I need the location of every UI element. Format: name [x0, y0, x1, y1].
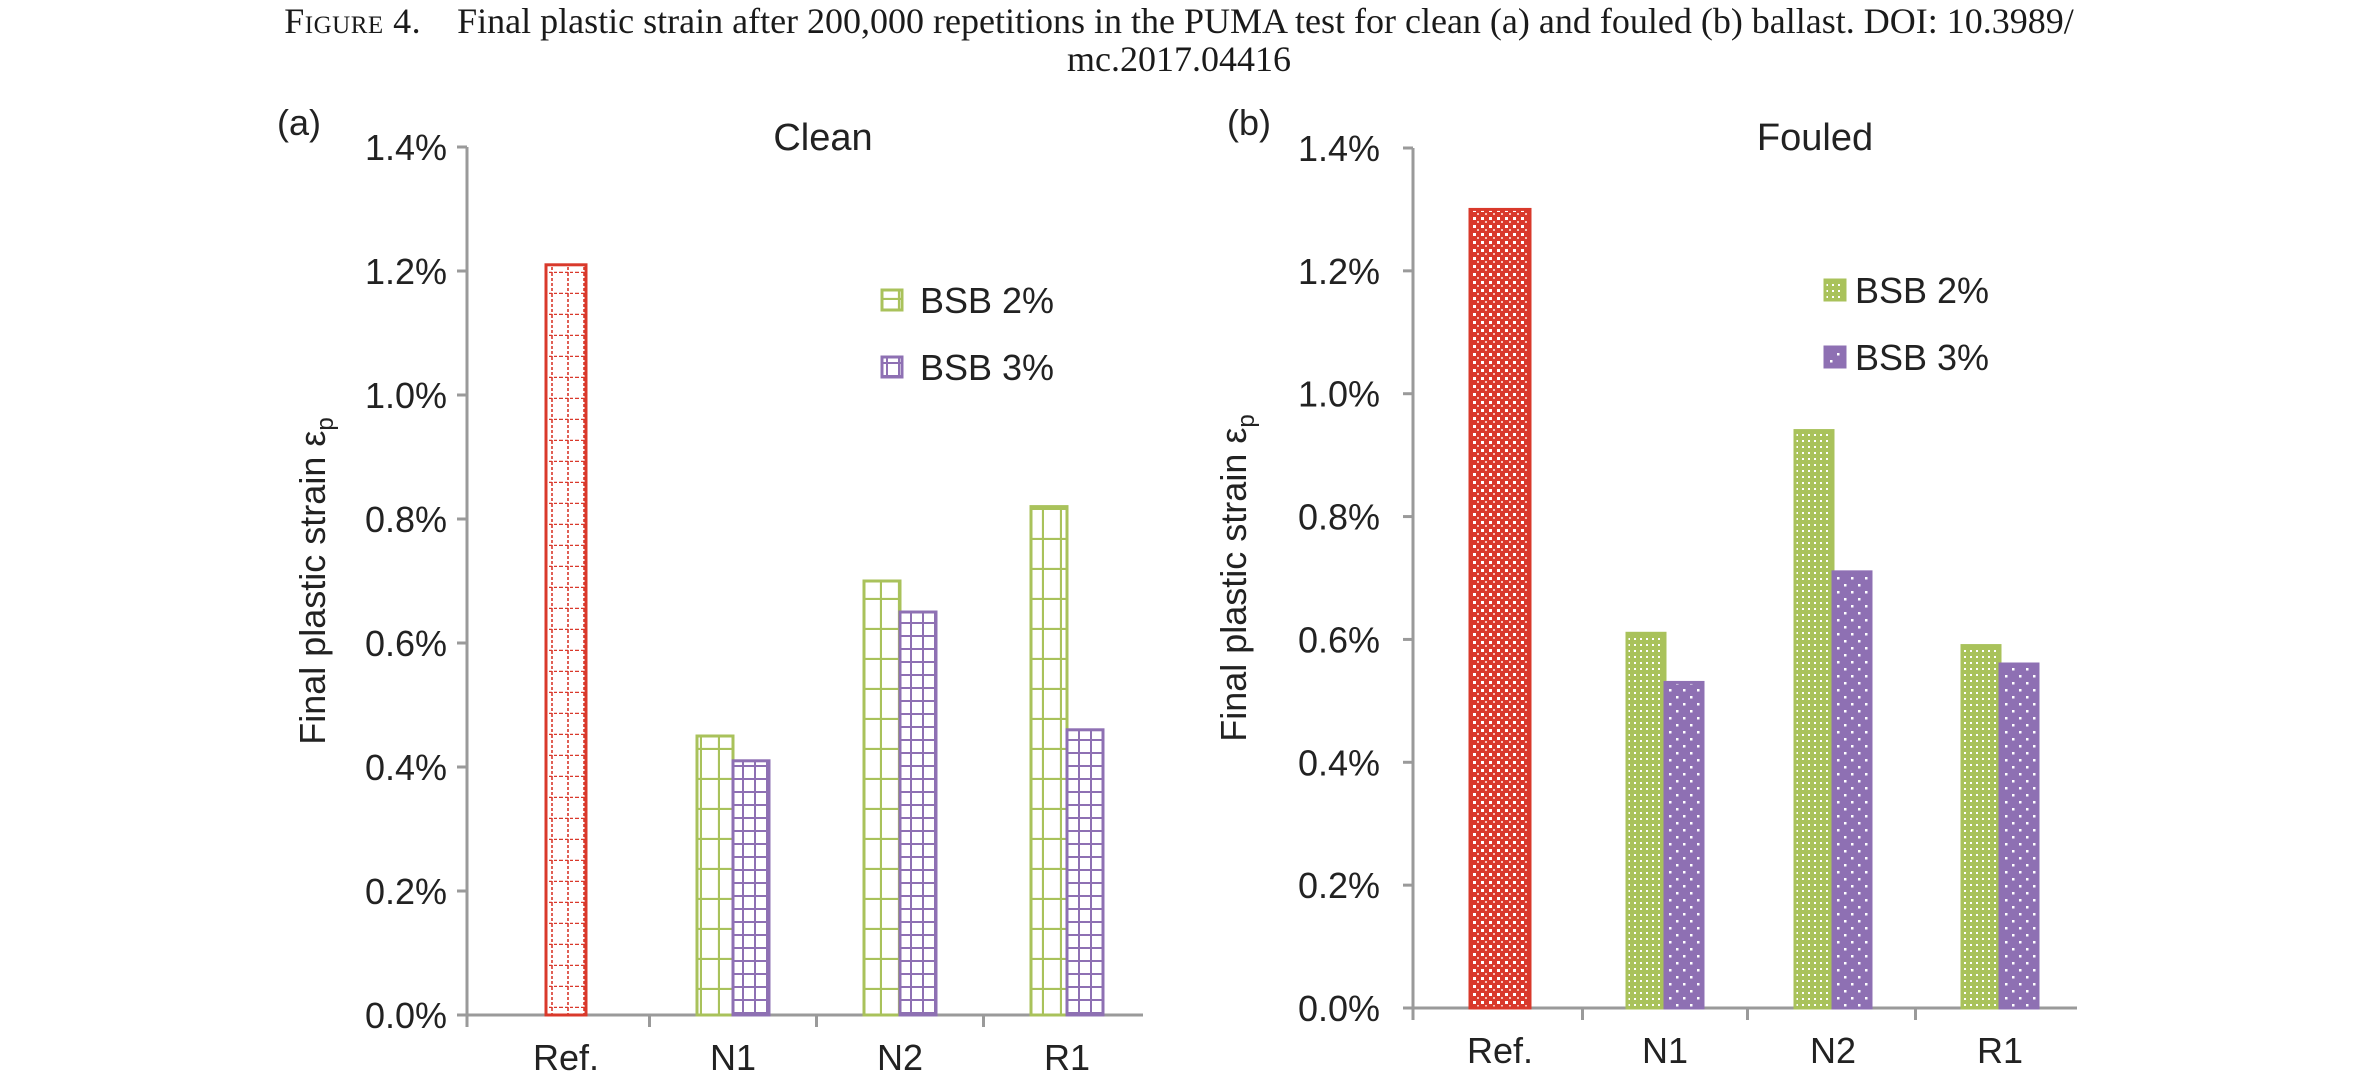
caption-label: Figure 4.	[284, 1, 422, 41]
caption-text-2: mc.2017.04416	[1067, 39, 1291, 79]
y-tick-label: 0.6%	[1298, 619, 1380, 660]
y-tick-label: 0.0%	[365, 995, 447, 1036]
x-tick-label: N1	[1642, 1030, 1688, 1071]
y-tick-label: 0.8%	[365, 499, 447, 540]
bar-bsb-2	[1793, 429, 1835, 1010]
legend-label: BSB 2%	[1855, 270, 1989, 311]
y-tick-label: 1.4%	[365, 127, 447, 168]
y-tick-label: 0.6%	[365, 623, 447, 664]
legend-swatch	[880, 288, 904, 312]
panel-label: (b)	[1227, 102, 1271, 143]
chart-title: Clean	[773, 117, 872, 159]
y-tick-label: 1.0%	[1298, 374, 1380, 415]
y-tick-label: 0.4%	[1298, 742, 1380, 783]
x-tick-label: R1	[1977, 1030, 2023, 1071]
figure-caption: Figure 4. Final plastic strain after 200…	[0, 2, 2358, 78]
y-tick-label: 0.0%	[1298, 988, 1380, 1029]
chart-panel-clean: (a) Clean Final plastic strain εp 0.0% 0.2% 0…	[277, 102, 1143, 1075]
caption-text: Final plastic strain after 200,000 repet…	[457, 1, 2074, 41]
bar-bsb-3	[1831, 570, 1873, 1010]
bar-bsb-3	[731, 759, 771, 1017]
x-tick-label: N2	[877, 1037, 923, 1075]
bar-reference	[544, 263, 588, 1017]
y-tick-label: 1.2%	[365, 251, 447, 292]
legend-swatch	[1823, 278, 1847, 302]
x-tick-label: Ref.	[533, 1037, 599, 1075]
x-tick-label: R1	[1044, 1037, 1090, 1075]
chart-title: Fouled	[1757, 117, 1873, 159]
chart-panel-fouled: (b) Fouled Final plastic strain εp 0.0% 0.2%…	[1213, 102, 2077, 1071]
bar-bsb-2	[862, 579, 902, 1017]
y-tick-label: 1.4%	[1298, 128, 1380, 169]
y-axis-label: Final plastic strain εp	[1213, 414, 1260, 742]
y-tick-label: 0.2%	[365, 871, 447, 912]
y-tick-label: 0.8%	[1298, 497, 1380, 538]
y-axis-label: Final plastic strain εp	[292, 417, 339, 745]
x-tick-label: N1	[710, 1037, 756, 1075]
bar-bsb-2	[695, 734, 735, 1017]
bar-reference	[1468, 207, 1532, 1010]
x-tick-label: Ref.	[1467, 1030, 1533, 1071]
bar-bsb-2	[1625, 631, 1667, 1010]
bar-bsb-3	[1065, 728, 1105, 1017]
bar-bsb-2	[1960, 644, 2002, 1010]
panel-label: (a)	[277, 102, 321, 143]
legend-label: BSB 3%	[1855, 337, 1989, 378]
y-tick-label: 0.2%	[1298, 865, 1380, 906]
bar-bsb-3	[1663, 680, 1705, 1010]
bar-bsb-2	[1029, 505, 1069, 1017]
legend-label: BSB 2%	[920, 280, 1054, 321]
legend-swatch	[1823, 345, 1847, 369]
bar-bsb-3	[898, 610, 938, 1017]
y-tick-label: 1.2%	[1298, 251, 1380, 292]
x-tick-label: N2	[1810, 1030, 1856, 1071]
bar-bsb-3	[1998, 662, 2040, 1010]
legend-swatch	[880, 355, 904, 379]
y-tick-label: 0.4%	[365, 747, 447, 788]
legend-label: BSB 3%	[920, 347, 1054, 388]
y-tick-label: 1.0%	[365, 375, 447, 416]
